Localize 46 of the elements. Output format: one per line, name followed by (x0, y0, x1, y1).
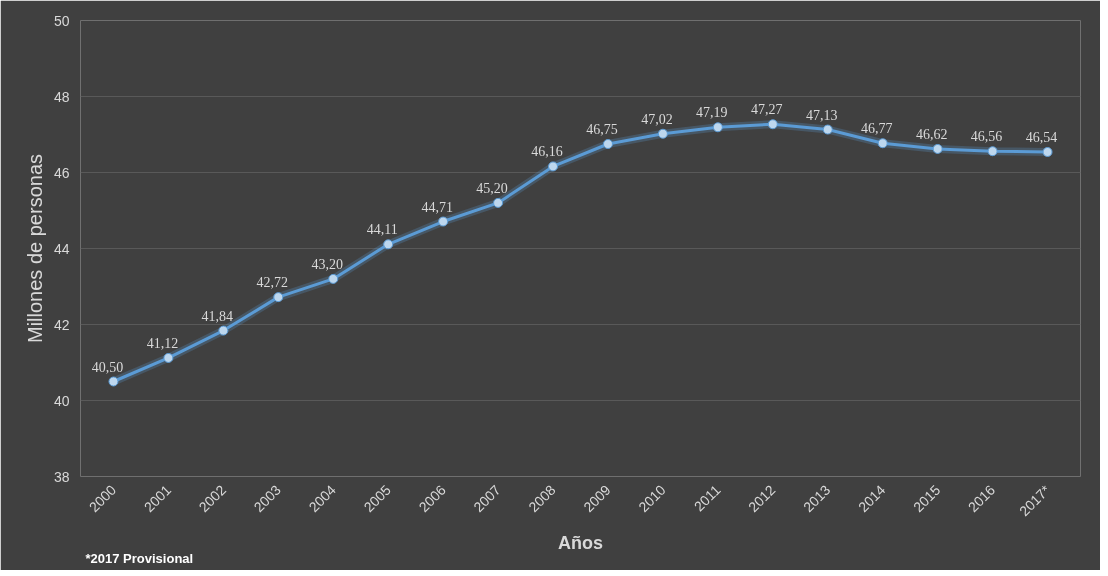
data-label: 46,75 (586, 122, 618, 137)
x-axis-title: Años (558, 532, 603, 553)
data-label: 40,50 (91, 359, 124, 375)
data-label: 41,12 (146, 335, 179, 351)
point (218, 325, 229, 336)
point (822, 124, 833, 135)
data-label: 44,11 (366, 222, 398, 238)
data-label: 45,20 (476, 180, 508, 196)
point (602, 139, 613, 149)
point (163, 352, 174, 363)
point (383, 239, 394, 250)
data-label: 46,62 (915, 126, 948, 142)
y-tick-label: 50 (53, 12, 70, 29)
data-label: 46,16 (531, 144, 563, 160)
data-label: 47,27 (751, 102, 783, 118)
y-tick-label: 48 (53, 88, 70, 105)
point (712, 122, 723, 133)
data-label: 46,56 (970, 129, 1003, 145)
y-tick-label: 42 (53, 316, 70, 333)
text: *2017 Provisional (85, 550, 194, 566)
point (328, 273, 339, 284)
point (438, 216, 449, 227)
data-label: 44,71 (421, 199, 453, 215)
data-label: 46,54 (1025, 129, 1058, 145)
point (493, 197, 504, 208)
data-label: 43,20 (311, 256, 343, 272)
data-label: 47,13 (806, 107, 838, 123)
point (548, 161, 559, 172)
data-label: 47,19 (696, 105, 728, 121)
point (657, 128, 668, 139)
point (767, 119, 778, 130)
point (1042, 146, 1053, 157)
y-tick-label: 40 (53, 392, 70, 409)
data-label: 46,77 (860, 121, 893, 137)
point (877, 138, 888, 149)
data-label: 41,84 (201, 308, 234, 324)
y-axis-title: Millones de personas (23, 154, 46, 343)
y-tick-label: 44 (53, 240, 70, 257)
point (108, 376, 119, 387)
y-tick-label: 46 (53, 164, 70, 181)
data-label: 42,72 (256, 275, 289, 291)
y-tick-label: 38 (53, 468, 70, 485)
point (987, 146, 998, 157)
point (932, 143, 943, 154)
data-label: 47,02 (641, 111, 673, 127)
point (273, 292, 284, 303)
